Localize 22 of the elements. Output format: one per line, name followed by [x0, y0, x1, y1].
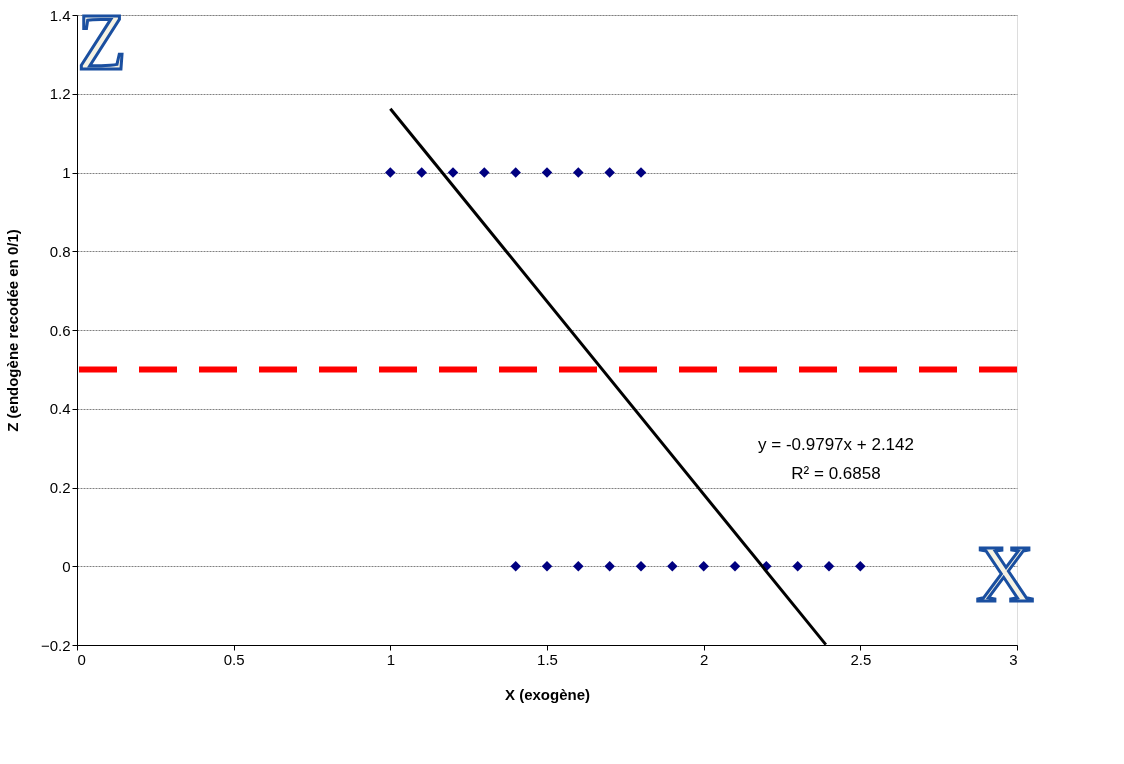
x-tick-label: 3	[1009, 650, 1018, 668]
y-tick-label: 1.2	[49, 85, 71, 103]
y-tick-label: −0.2	[40, 636, 71, 654]
y-tick-label: 0.2	[49, 479, 71, 496]
y-tick-label: 1.4	[49, 6, 71, 24]
x-tick-label: 0	[77, 650, 86, 668]
y-tick-label: 0.6	[49, 321, 71, 339]
x-tick-label: 2.5	[850, 650, 872, 668]
x-tick-label: 1.5	[537, 650, 558, 668]
y-tick-label: 0	[62, 557, 71, 575]
x-tick-label: 1	[386, 650, 396, 668]
x-tick-label: 0.5	[223, 650, 245, 668]
y-axis-title: Z (endogène recodée en 0/1)	[3, 229, 21, 432]
y-tick-label: 1	[62, 164, 71, 181]
x-axis-title: X (exogène)	[504, 685, 591, 703]
x-tick-label: 2	[699, 650, 709, 668]
y-tick-label: 0.8	[49, 242, 71, 260]
annotation: y = -0.9797x + 2.142	[758, 435, 914, 454]
annotation: Z	[77, 0, 127, 86]
y-tick-label: 0.4	[49, 400, 71, 418]
annotation: R² = 0.6858	[791, 464, 881, 483]
annotation: X	[976, 530, 1034, 618]
